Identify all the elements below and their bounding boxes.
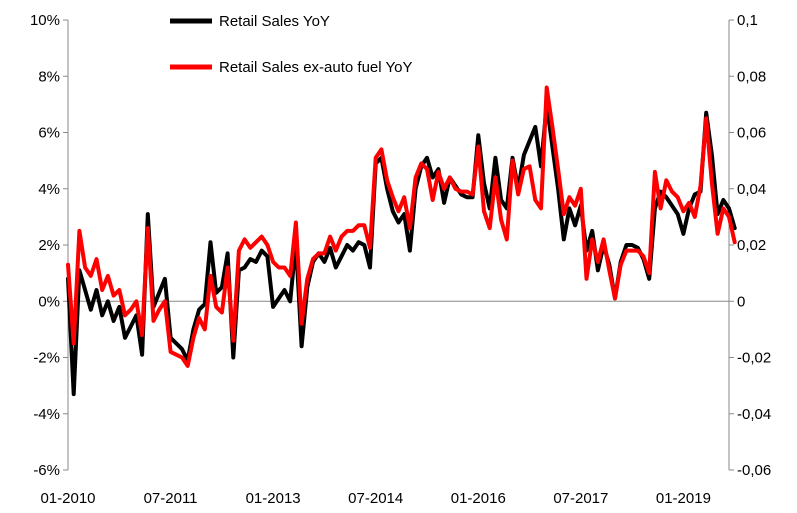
x-tick-label: 07-2011 xyxy=(144,490,198,507)
y-right-tick-label: 0,1 xyxy=(737,12,758,29)
y-right-tick-label: 0,06 xyxy=(737,125,766,142)
legend-label-retail-sales-ex-auto-fuel-yoy: Retail Sales ex-auto fuel YoY xyxy=(219,59,412,76)
x-tick-label: 01-2010 xyxy=(40,490,95,507)
y-left-tick-label: -4% xyxy=(33,406,60,423)
y-left-tick-label: 2% xyxy=(38,237,60,254)
legend: Retail Sales YoY Retail Sales ex-auto fue… xyxy=(170,13,412,76)
series-line-retail-sales-ex-auto-fuel-yoy xyxy=(66,85,737,368)
y-left-tick-label: -2% xyxy=(33,350,60,367)
y-right-tick-label: -0,02 xyxy=(737,350,771,367)
axes: -6% -4% -2% 0% 2% 4% 6% 8% 10% -0,06 -0,04 -0,02 0 0,… xyxy=(30,12,771,507)
x-tick-label: 01-2016 xyxy=(451,490,506,507)
y-right-tick-label: 0,08 xyxy=(737,68,766,85)
x-tick-label: 07-2017 xyxy=(553,490,608,507)
y-left-tick-label: 4% xyxy=(38,181,60,198)
y-left-tick-label: -6% xyxy=(33,462,60,479)
x-tick-label: 07-2014 xyxy=(348,490,403,507)
y-right-tick-label: -0,06 xyxy=(737,462,771,479)
y-left-tick-label: 8% xyxy=(38,68,60,85)
legend-label-retail-sales-yoy: Retail Sales YoY xyxy=(219,13,330,30)
y-right-tick-label: 0,04 xyxy=(737,181,766,198)
series-lines xyxy=(66,85,737,397)
y-right-tick-label: 0 xyxy=(737,293,745,310)
y-left-tick-label: 0% xyxy=(38,293,60,310)
y-right-tick-label: 0,02 xyxy=(737,237,766,254)
y-right-tick-label: -0,04 xyxy=(737,406,771,423)
y-left-tick-label: 6% xyxy=(38,125,60,142)
y-left-tick-label: 10% xyxy=(30,12,60,29)
x-tick-label: 01-2019 xyxy=(656,490,711,507)
x-tick-label: 01-2013 xyxy=(246,490,301,507)
